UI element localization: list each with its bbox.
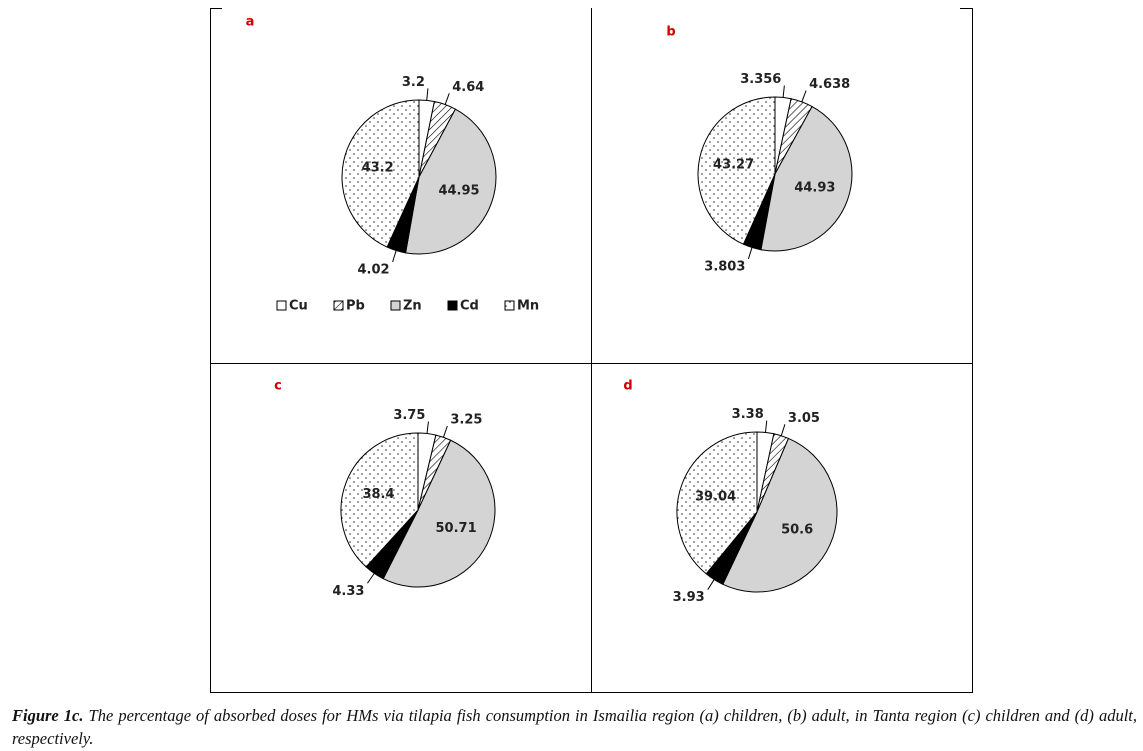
pie-slice	[697, 96, 776, 245]
data-label: 3.05	[788, 411, 820, 426]
leader-line	[707, 579, 715, 590]
legend-swatch	[333, 300, 344, 311]
frame	[210, 8, 973, 693]
data-label: 50.71	[436, 521, 477, 536]
pie-slice	[340, 432, 419, 568]
leader-line	[444, 93, 450, 105]
pie-slice	[341, 99, 420, 248]
legend-swatch	[504, 300, 515, 311]
leader-line	[392, 250, 397, 263]
data-label: 3.2	[402, 75, 425, 90]
data-label: 44.93	[794, 181, 835, 196]
leader-line	[367, 573, 375, 584]
caption-label: Figure 1c.	[12, 706, 84, 725]
data-label: 4.33	[332, 584, 364, 599]
legend-label: Pb	[346, 299, 365, 314]
pie-slice	[722, 437, 838, 593]
legend-swatch	[276, 300, 287, 311]
leader-line	[442, 425, 448, 438]
figure: a 3.2 4.64 44.95 4.02 43.2 Cu Pb Zn Cd Mn b 3.356 4.6…	[210, 8, 973, 693]
panel-title: c	[274, 379, 282, 394]
panel-title: a	[246, 15, 255, 30]
data-label: 3.93	[673, 590, 705, 605]
data-label: 3.356	[740, 72, 781, 87]
pie-slice	[382, 439, 496, 588]
leader-line	[782, 85, 785, 98]
caption-text: The percentage of absorbed doses for HMs…	[12, 706, 1137, 748]
legend-swatch	[447, 300, 458, 311]
pie-slice	[676, 431, 758, 575]
leader-line	[426, 421, 429, 434]
data-label: 50.6	[781, 523, 813, 538]
legend-swatch	[390, 300, 401, 311]
data-label: 3.38	[732, 407, 764, 422]
legend-label: Cd	[460, 299, 479, 314]
legend-label: Zn	[403, 299, 422, 314]
legend-label: Cu	[289, 299, 308, 314]
panel-title: d	[623, 379, 632, 394]
data-label: 4.02	[358, 262, 390, 277]
leader-line	[426, 88, 429, 101]
leader-line	[747, 247, 753, 260]
data-label: 38.4	[362, 487, 394, 502]
leader-line	[764, 420, 768, 433]
data-label: 43.27	[713, 158, 754, 173]
leader-line	[801, 90, 807, 103]
pie-slice	[760, 105, 853, 252]
data-label: 4.64	[452, 80, 484, 95]
data-label: 39.04	[695, 490, 736, 505]
data-label: 43.2	[362, 161, 394, 176]
caption: Figure 1c. The percentage of absorbed do…	[12, 704, 1137, 750]
data-label: 4.638	[809, 77, 850, 92]
leader-line	[780, 424, 786, 436]
legend-label: Mn	[517, 299, 539, 314]
data-label: 44.95	[438, 183, 479, 198]
data-label: 3.25	[450, 412, 482, 427]
data-label: 3.803	[704, 259, 745, 274]
pie-slice	[405, 108, 497, 255]
data-label: 3.75	[393, 408, 425, 423]
panel-title: b	[666, 25, 675, 40]
